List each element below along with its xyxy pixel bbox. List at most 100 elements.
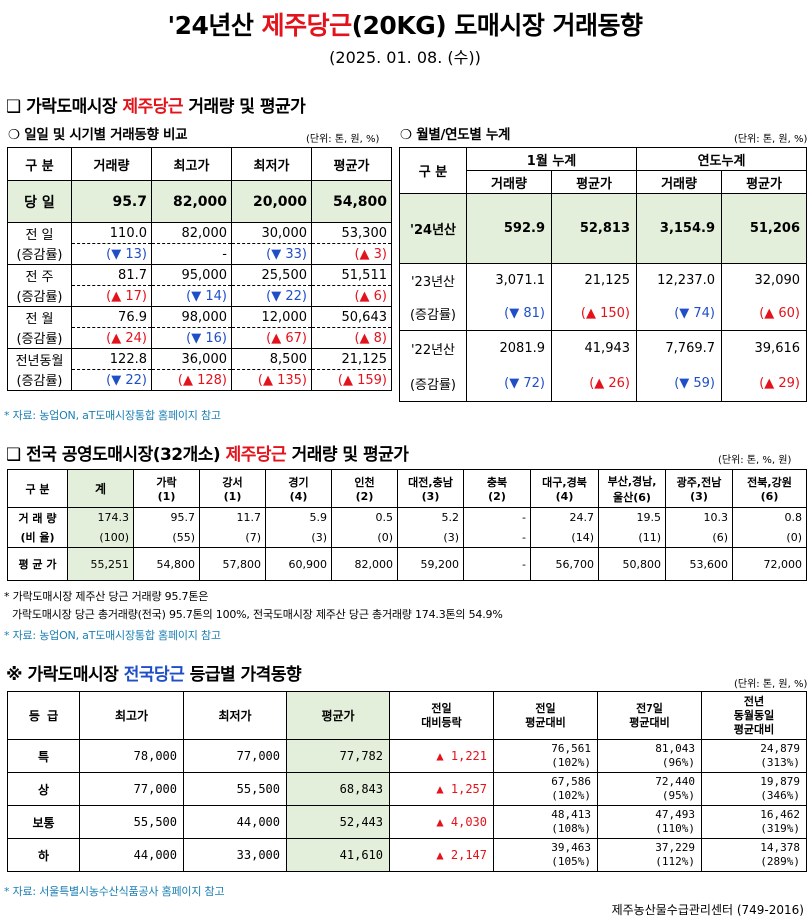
cell-value: 8,500: [231, 348, 312, 370]
header-category: 구 분: [7, 147, 72, 181]
change-value: (▼ 59): [636, 365, 723, 402]
change-value: ▲ 1,221: [389, 739, 494, 773]
header-grade: 등 급: [7, 691, 80, 740]
cell-value: 68,843: [286, 772, 390, 806]
grade-label: 상: [7, 772, 80, 806]
cell-value: 81,043 (96%): [597, 739, 702, 773]
cell-value: 11.7: [199, 507, 266, 528]
change-value: ▲ 2,147: [389, 838, 494, 872]
cell-value: (11): [598, 527, 666, 548]
change-label: (증감률): [7, 285, 72, 307]
page-title: '24년산 제주당근(20KG) 도매시장 거래동향: [167, 11, 643, 40]
table-row: (증감률) (▼ 13) - (▼ 33) (▲ 3): [7, 243, 392, 265]
ratio-row: (비 율) (100) (55) (7) (3) (0) (3) - (14) …: [7, 527, 807, 548]
cell-value: 54,800: [311, 180, 392, 223]
header-region: 가락 (1): [133, 469, 200, 508]
table-row: (증감률) (▲ 24) (▼ 16) (▲ 67) (▲ 8): [7, 327, 392, 349]
grade-label: 특: [7, 739, 80, 773]
header-category: 구 분: [7, 469, 68, 508]
header-avg-price: 평균가: [286, 691, 390, 740]
row-label: 전년동월: [7, 348, 72, 370]
section3-unit: (단위: 톤, 원, %): [734, 679, 808, 690]
header-category: 구 분: [399, 147, 467, 194]
header-avg-price: 평균가: [311, 147, 392, 181]
cell-value: 12,237.0: [636, 263, 723, 297]
header-daily-change: 전일 대비등락: [389, 691, 494, 740]
cell-value: 37,229 (112%): [597, 838, 702, 872]
table-row: '23년산 3,071.1 21,125 12,237.0 32,090: [399, 263, 808, 297]
change-value: (▼ 81): [466, 296, 552, 331]
cell-value: 39,463 (105%): [493, 838, 598, 872]
grade-row: 보통 55,500 44,000 52,443 ▲ 4,030 48,413 (1…: [7, 805, 807, 839]
cell-value: (55): [133, 527, 200, 548]
header-avg-price: 평균가: [721, 170, 808, 194]
daily-comparison-table: 구 분 거래량 최고가 최저가 평균가 당 일 95.7 82,000 20,0…: [7, 147, 392, 391]
row-label: 전 일: [7, 222, 72, 244]
cell-value: 53,600: [665, 547, 733, 581]
cell-value: 77,000: [79, 772, 184, 806]
header-yearly-cumulative: 연도누계: [636, 147, 808, 171]
cell-value: 33,000: [183, 838, 287, 872]
source-note-1: * 자료: 농업ON, aT도매시장통합 홈페이지 참고: [4, 409, 221, 422]
daily-unit: (단위: 톤, 원, %): [306, 134, 380, 145]
change-value: (▼ 22): [71, 369, 152, 391]
header-prev-day-avg: 전일 평균대비: [493, 691, 598, 740]
table-row: (증감률) (▲ 17) (▼ 14) (▼ 22) (▲ 6): [7, 285, 392, 307]
cell-value: 48,413 (108%): [493, 805, 598, 839]
cell-value: 20,000: [231, 180, 312, 223]
change-value: (▲ 3): [311, 243, 392, 265]
cell-value: 55,251: [67, 547, 134, 581]
cell-value: 55,500: [183, 772, 287, 806]
cell-value: 59,200: [397, 547, 464, 581]
cell-value: 81.7: [71, 264, 152, 286]
cell-value: 52,813: [550, 193, 638, 264]
cell-value: 95,000: [151, 264, 232, 286]
header-min-price: 최저가: [231, 147, 312, 181]
cell-value: 72,000: [732, 547, 807, 581]
row-label: 당 일: [7, 180, 72, 223]
header-prev-7day-avg: 전7일 평균대비: [597, 691, 702, 740]
header-region: 경기 (4): [265, 469, 332, 508]
cell-value: 56,700: [530, 547, 599, 581]
cell-value: 78,000: [79, 739, 184, 773]
header-region: 대전,충남 (3): [397, 469, 464, 508]
cell-value: 592.9: [466, 193, 552, 264]
grade-row: 상 77,000 55,500 68,843 ▲ 1,257 67,586 (10…: [7, 772, 807, 806]
change-value: (▼ 72): [466, 365, 552, 402]
table-row: 전년동월 122.8 36,000 8,500 21,125: [7, 348, 392, 370]
cell-value: 98,000: [151, 306, 232, 328]
cell-value: 72,440 (95%): [597, 772, 702, 806]
today-row: 당 일 95.7 82,000 20,000 54,800: [7, 180, 392, 223]
share-note-2: 가락도매시장 당근 총거래량(전국) 95.7톤의 100%, 전국도매시장 제…: [12, 608, 503, 621]
cell-value: 3,071.1: [466, 263, 552, 297]
cell-value: 52,443: [286, 805, 390, 839]
cell-value: 24,879 (313%): [701, 739, 807, 773]
header-january-cumulative: 1월 누계: [465, 147, 638, 171]
cell-value: 54,800: [133, 547, 200, 581]
section2-title: ❑ 전국 공영도매시장(32개소) 제주당근 거래량 및 평균가: [6, 445, 409, 465]
cell-value: (6): [665, 527, 733, 548]
grade-label: 하: [7, 838, 80, 872]
cell-value: 50,643: [311, 306, 392, 328]
row-label: 전 월: [7, 306, 72, 328]
cell-value: 10.3: [665, 507, 733, 528]
header-volume: 거래량: [466, 170, 552, 194]
header-region: 인천 (2): [331, 469, 398, 508]
cell-value: 95.7: [71, 180, 152, 223]
cell-value: 0.8: [732, 507, 807, 528]
change-value: (▲ 60): [721, 296, 808, 331]
header-region: 광주,전남 (3): [665, 469, 733, 508]
grade-label: 보통: [7, 805, 80, 839]
cell-value: 77,782: [286, 739, 390, 773]
header-region: 강서 (1): [199, 469, 266, 508]
cell-value: -: [463, 527, 531, 548]
header-region: 충북 (2): [463, 469, 531, 508]
table-row: (증감률) (▼ 72) (▲ 26) (▼ 59) (▲ 29): [399, 365, 808, 402]
cell-value: 47,493 (110%): [597, 805, 702, 839]
source-note-2: * 자료: 농업ON, aT도매시장통합 홈페이지 참고: [4, 629, 221, 642]
cell-value: 2081.9: [466, 330, 552, 366]
cell-value: 32,090: [721, 263, 808, 297]
change-value: (▲ 8): [311, 327, 392, 349]
row-label: 전 주: [7, 264, 72, 286]
cell-value: 76,561 (102%): [493, 739, 598, 773]
